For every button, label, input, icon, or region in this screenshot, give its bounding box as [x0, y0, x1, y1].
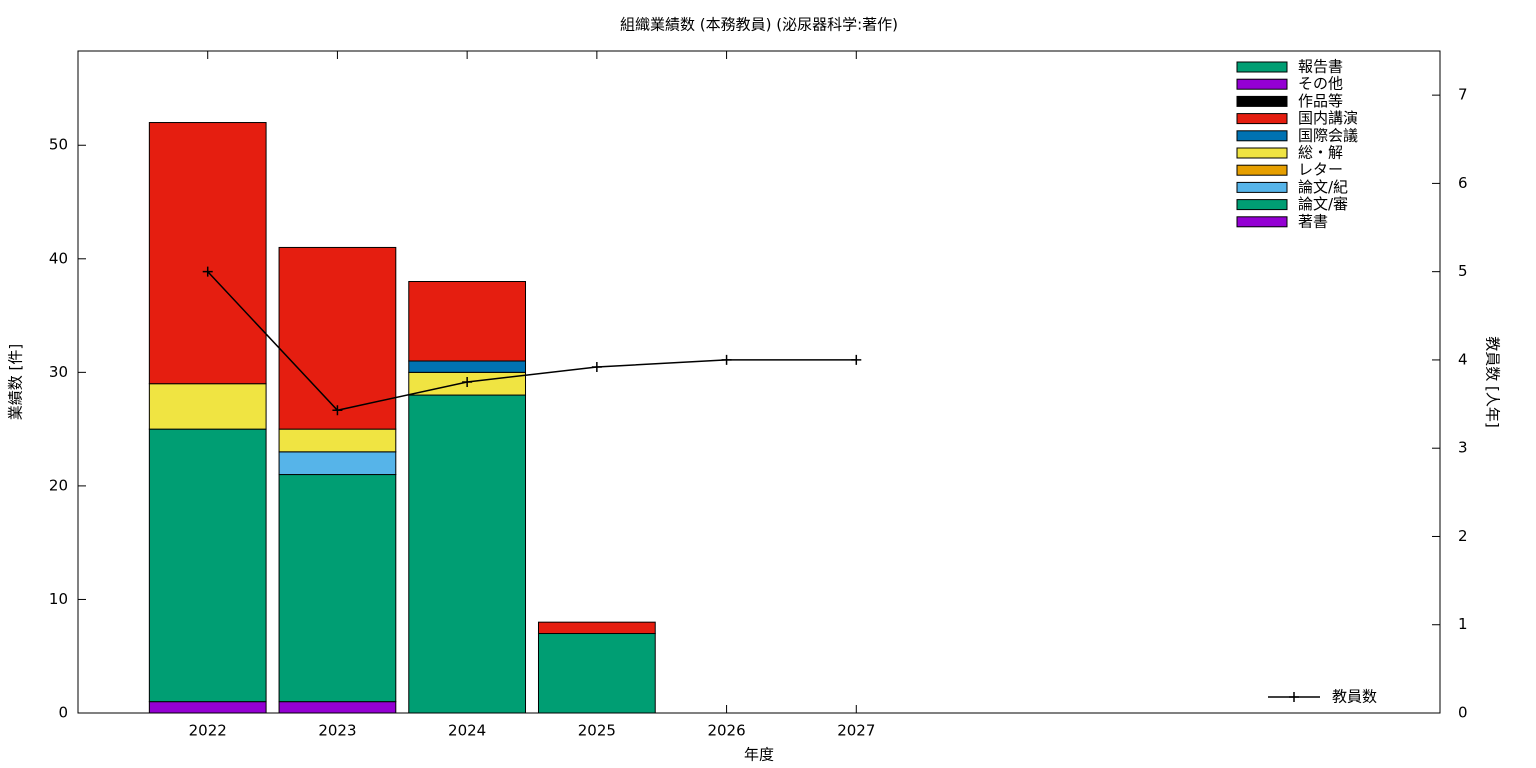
- legend-swatch: [1236, 164, 1288, 176]
- bar-segment: [537, 633, 656, 714]
- x-tick-label: 2023: [318, 722, 356, 740]
- legend-label: 総・解: [1298, 144, 1343, 162]
- y2-tick-label: 0: [1458, 704, 1468, 722]
- line-point: [332, 405, 343, 416]
- legend-label: 国際会議: [1298, 126, 1358, 144]
- legend-swatch: [1236, 78, 1288, 90]
- legend-swatch: [1236, 113, 1288, 125]
- legend-swatch: [1236, 181, 1288, 193]
- y-tick-label: 50: [49, 136, 68, 154]
- bar-segment: [408, 360, 527, 373]
- y-tick-label: 10: [49, 590, 68, 608]
- bar-segment: [278, 246, 397, 430]
- y-axis-label: 業績数 [件]: [7, 344, 25, 420]
- x-tick-label: 2025: [578, 722, 616, 740]
- bar-segment: [278, 451, 397, 476]
- line-point: [721, 354, 732, 365]
- legend-label: 教員数: [1332, 688, 1377, 706]
- y-tick-label: 40: [49, 249, 68, 267]
- legend-label: 作品等: [1298, 92, 1343, 110]
- y2-tick-label: 1: [1458, 615, 1468, 633]
- y-tick-label: 30: [49, 363, 68, 381]
- legend-swatch: [1236, 199, 1288, 211]
- y2-tick-label: 5: [1458, 262, 1468, 280]
- legend-swatch: [1236, 147, 1288, 159]
- legend-swatch: [1236, 130, 1288, 142]
- x-axis-label: 年度: [744, 746, 774, 764]
- line-point: [591, 361, 602, 372]
- bar-segment: [408, 281, 527, 362]
- bar-segment: [278, 474, 397, 703]
- y2-tick-label: 2: [1458, 527, 1468, 545]
- y2-tick-label: 4: [1458, 350, 1468, 368]
- legend-label: 著書: [1298, 212, 1328, 230]
- legend-label: 論文/審: [1298, 195, 1348, 213]
- x-tick-label: 2022: [189, 722, 227, 740]
- y2-axis-label: 教員数 [人年]: [1484, 336, 1502, 427]
- legend-label: 論文/紀: [1298, 178, 1348, 196]
- bar-segment: [408, 394, 527, 714]
- legend-swatch: [1236, 61, 1288, 73]
- line-point: [851, 354, 862, 365]
- y2-tick-label: 7: [1458, 86, 1468, 104]
- bar-segment: [148, 701, 267, 714]
- x-tick-label: 2024: [448, 722, 486, 740]
- line-point: [462, 377, 473, 387]
- legend-swatch: [1236, 95, 1288, 107]
- chart-title: 組織業績数 (本務教員) (泌尿器科学:著作): [620, 16, 898, 34]
- bar-segment: [278, 428, 397, 453]
- plot-frame: [77, 50, 1441, 714]
- legend-point: [1289, 692, 1299, 702]
- x-tick-label: 2026: [707, 722, 745, 740]
- bar-segment: [148, 383, 267, 430]
- bar-segment: [537, 621, 656, 635]
- legend-label: その他: [1298, 75, 1343, 93]
- y-tick-label: 20: [49, 476, 68, 494]
- line-point: [202, 266, 213, 277]
- line-series: [207, 271, 857, 412]
- bar-segment: [148, 428, 267, 703]
- bar-segment: [148, 122, 267, 385]
- legend-label: 報告書: [1298, 58, 1343, 76]
- bar-segment: [278, 701, 397, 714]
- y2-tick-label: 3: [1458, 439, 1468, 457]
- y2-tick-label: 6: [1458, 174, 1468, 192]
- legend-label: 国内講演: [1298, 109, 1358, 127]
- y-tick-label: 0: [58, 704, 68, 722]
- legend-swatch: [1236, 216, 1288, 228]
- legend-label: レター: [1298, 161, 1343, 179]
- x-tick-label: 2027: [837, 722, 875, 740]
